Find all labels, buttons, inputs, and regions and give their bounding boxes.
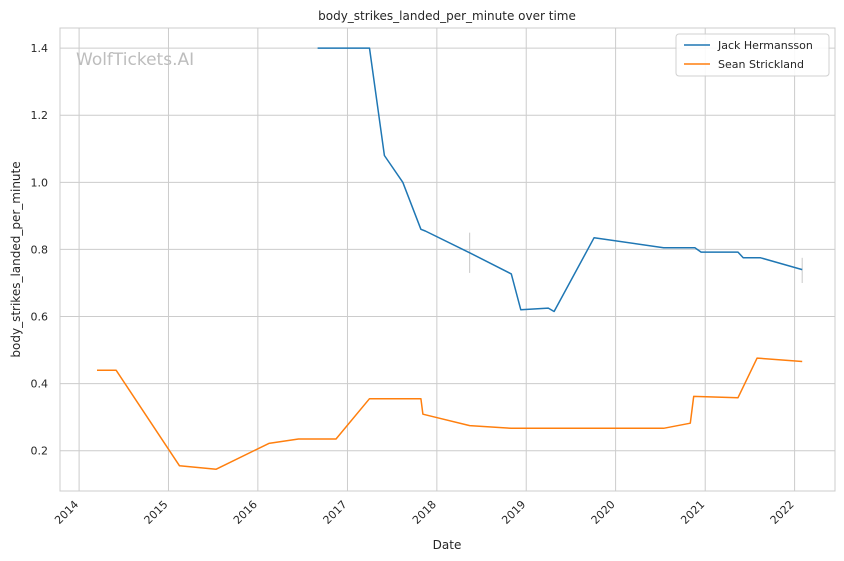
- y-axis-label: body_strikes_landed_per_minute: [9, 161, 23, 357]
- legend-label-jack-hermansson: Jack Hermansson: [717, 39, 813, 52]
- legend-box: [675, 33, 830, 77]
- y-gridlines: [60, 47, 835, 452]
- y-tick-label: 1.0: [31, 176, 49, 189]
- y-tick-label: 0.6: [31, 311, 49, 324]
- plot-area: [59, 27, 836, 492]
- y-tick-labels: 0.2 0.4 0.6 0.8 1.0 1.2 1.4: [31, 42, 49, 458]
- y-tick-label: 1.4: [31, 42, 49, 55]
- x-tick-label: 2014: [52, 498, 81, 527]
- x-tick-label: 2022: [768, 498, 797, 527]
- x-gridlines: [78, 28, 796, 491]
- x-tick-label: 2016: [231, 498, 260, 527]
- x-tick-label: 2021: [678, 498, 707, 527]
- chart-title: body_strikes_landed_per_minute over time: [318, 9, 576, 23]
- x-tick-label: 2015: [142, 498, 171, 527]
- x-tick-labels: 2014 2015 2016 2017 2018 2019 2020 2021 2022: [52, 498, 796, 527]
- y-tick-label: 0.8: [31, 243, 49, 256]
- x-tick-label: 2019: [499, 498, 528, 527]
- legend: Jack Hermansson Sean Strickland: [675, 33, 830, 77]
- series-group: [96, 47, 803, 470]
- legend-label-sean-strickland: Sean Strickland: [718, 58, 804, 71]
- watermark: WolfTickets.AI: [76, 50, 194, 70]
- x-tick-label: 2020: [589, 498, 618, 527]
- x-tick-label: 2018: [410, 498, 439, 527]
- y-tick-label: 0.4: [31, 378, 49, 391]
- x-axis-label: Date: [433, 538, 462, 552]
- y-tick-label: 1.2: [31, 109, 49, 122]
- x-tick-label: 2017: [321, 498, 350, 527]
- y-tick-label: 0.2: [31, 445, 49, 458]
- series-line-sean-strickland: [97, 357, 803, 470]
